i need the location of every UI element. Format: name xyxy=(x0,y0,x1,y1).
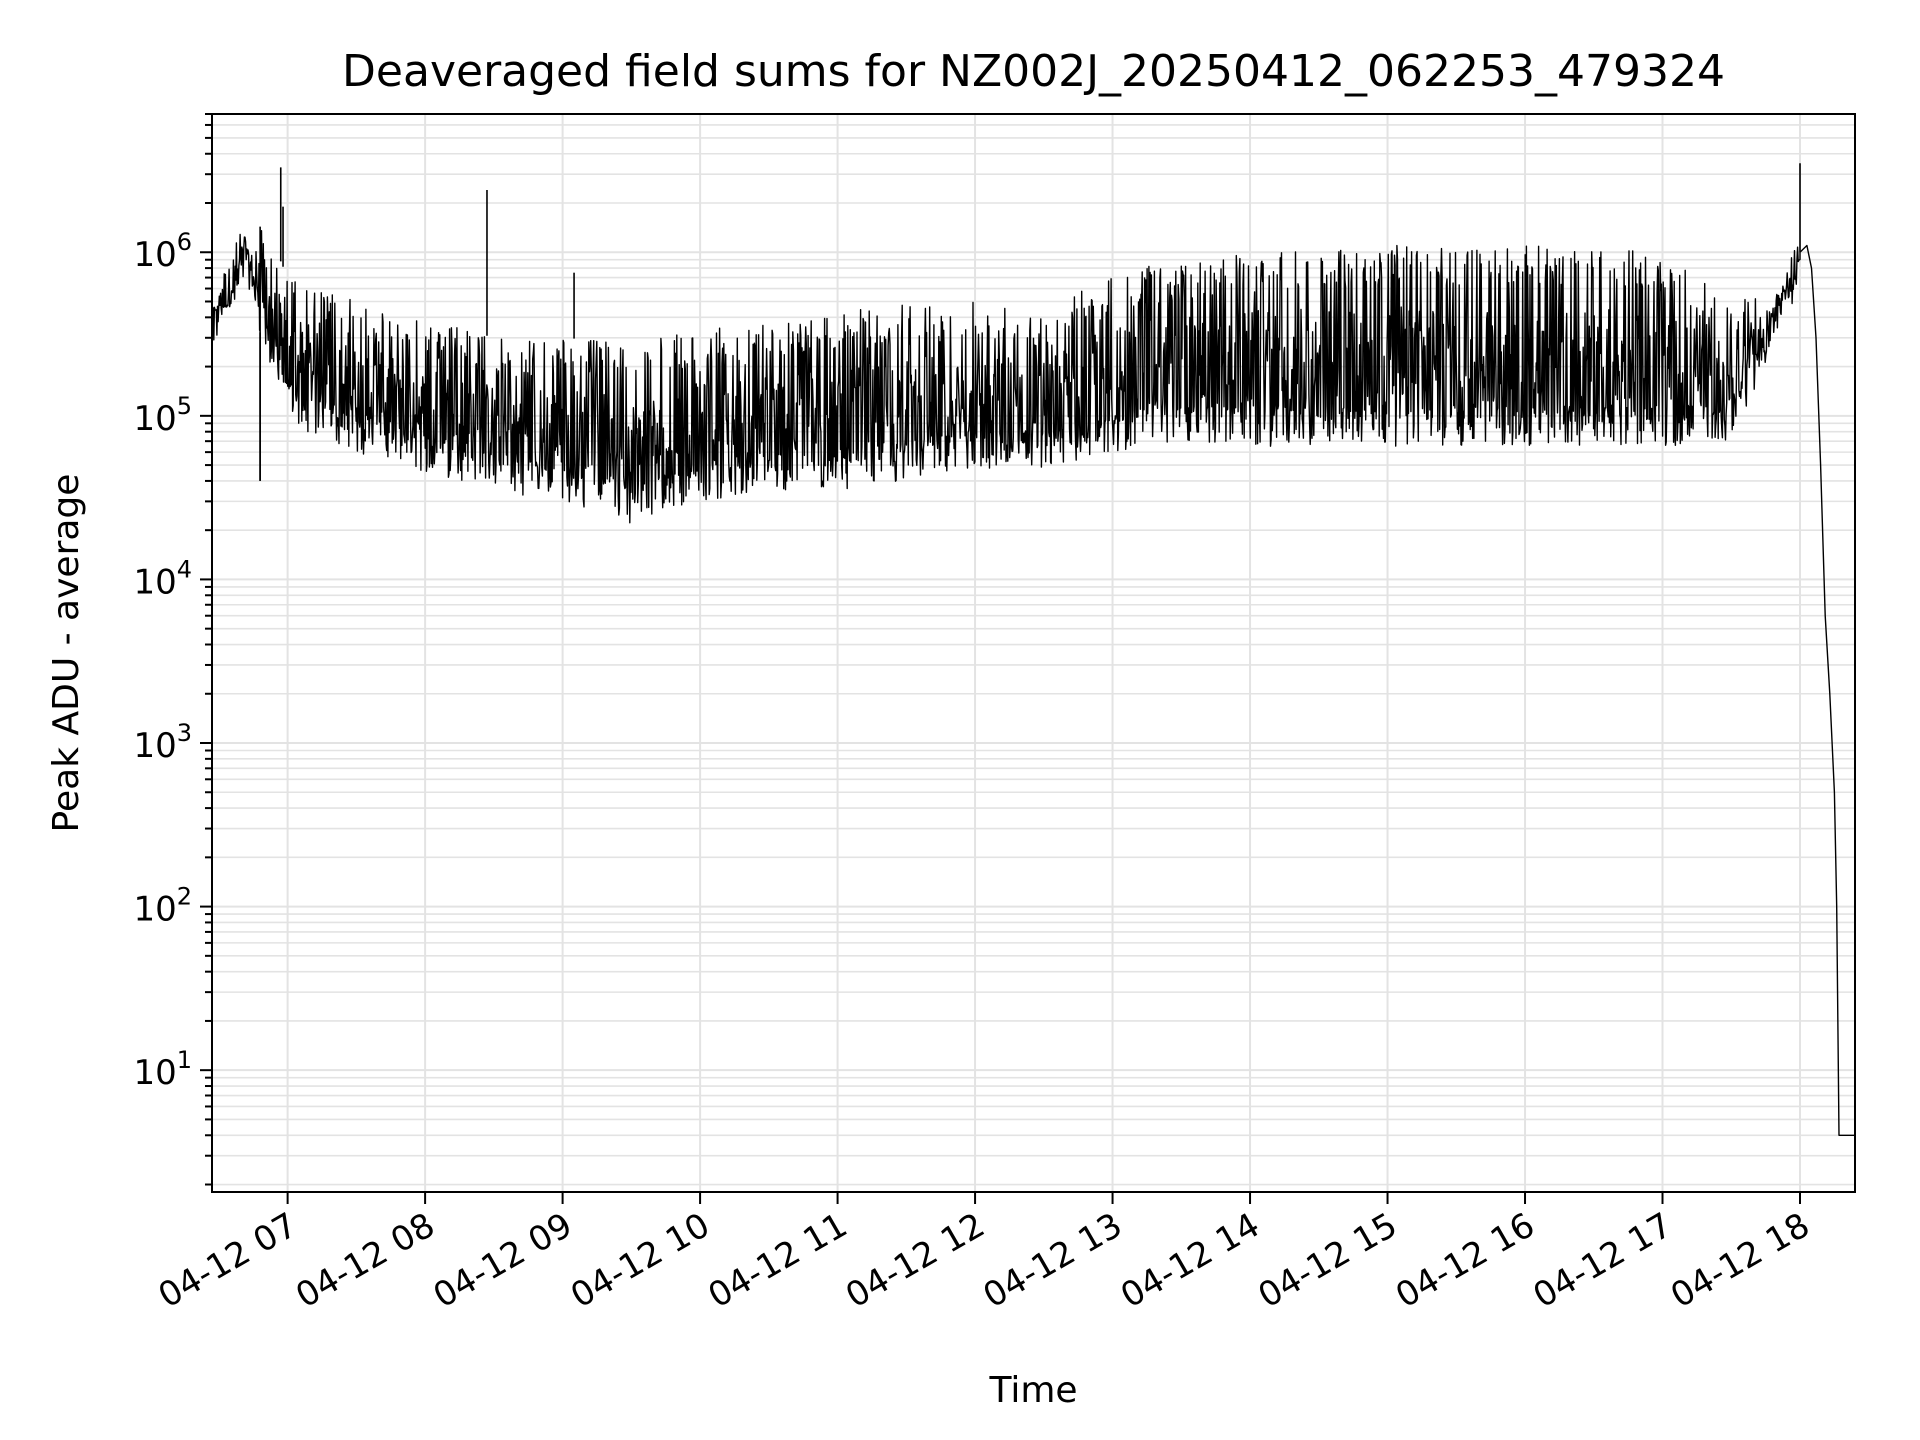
y-tick-label: 106 xyxy=(133,228,192,275)
y-axis-label: Peak ADU - average xyxy=(46,474,87,833)
y-tick-label: 103 xyxy=(133,719,192,766)
grid xyxy=(212,113,1855,1192)
y-tick-label: 105 xyxy=(133,392,192,439)
y-tick-label: 101 xyxy=(133,1046,192,1093)
x-axis-label: Time xyxy=(988,1370,1077,1411)
y-tick-label: 104 xyxy=(133,555,192,602)
plot-frame xyxy=(211,113,1856,1193)
y-tick-label: 102 xyxy=(133,883,192,930)
chart-title: Deaveraged field sums for NZ002J_2025041… xyxy=(342,46,1725,97)
plot-area xyxy=(211,163,1855,1136)
series-line xyxy=(211,230,1855,1136)
